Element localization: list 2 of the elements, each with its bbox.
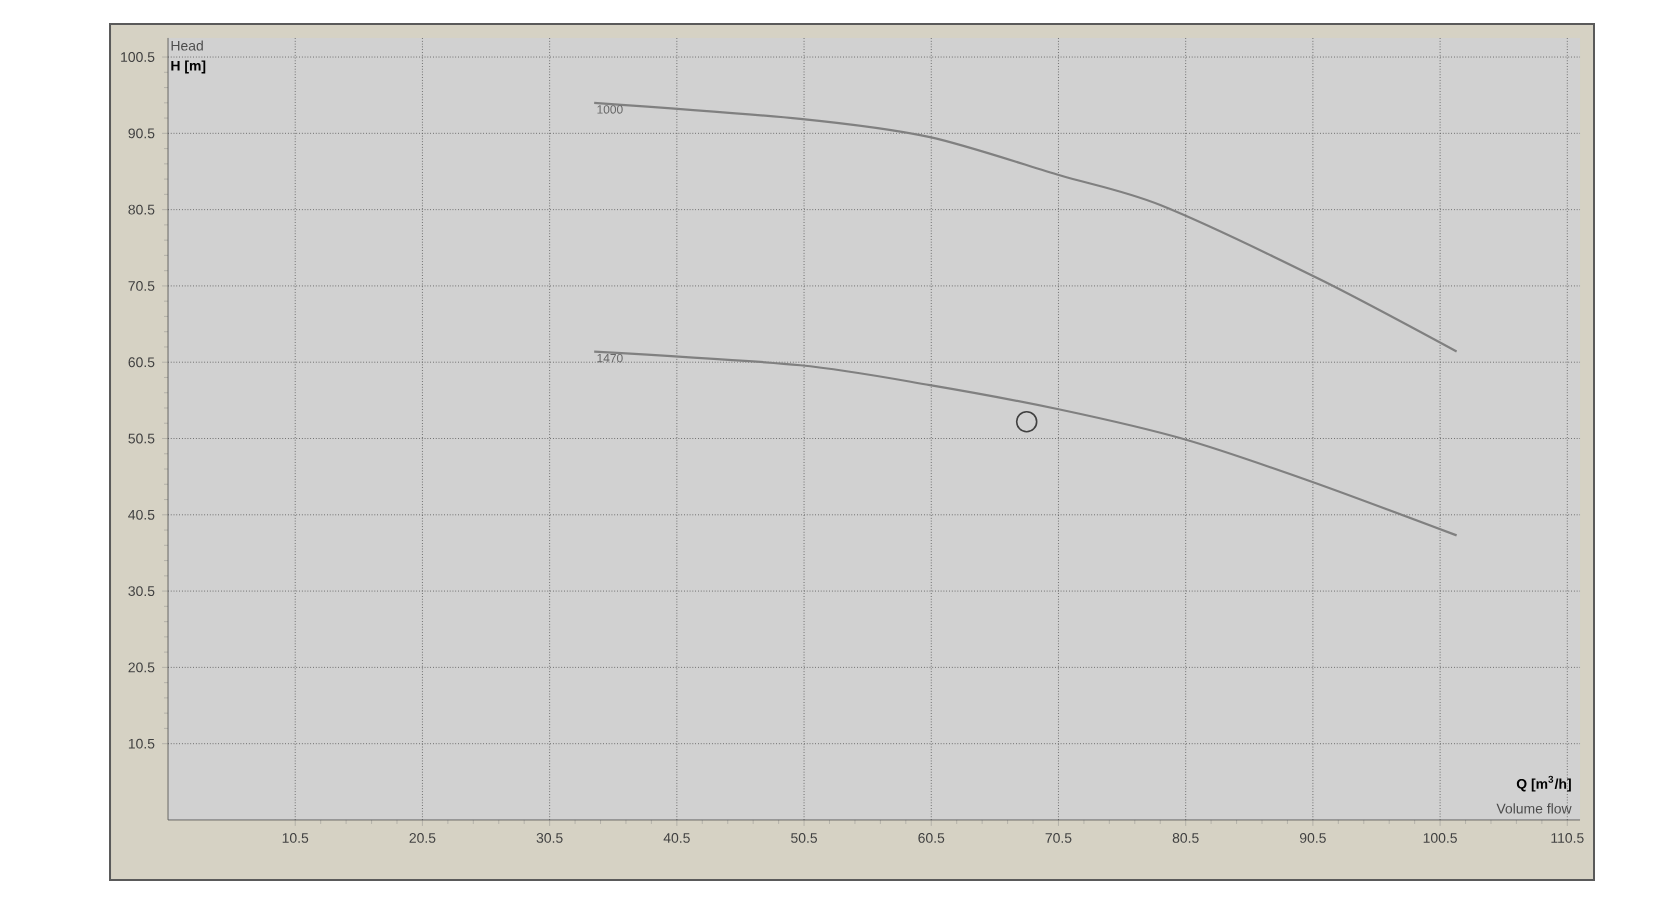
line-series [593, 101, 1458, 353]
line-series [593, 350, 1458, 537]
